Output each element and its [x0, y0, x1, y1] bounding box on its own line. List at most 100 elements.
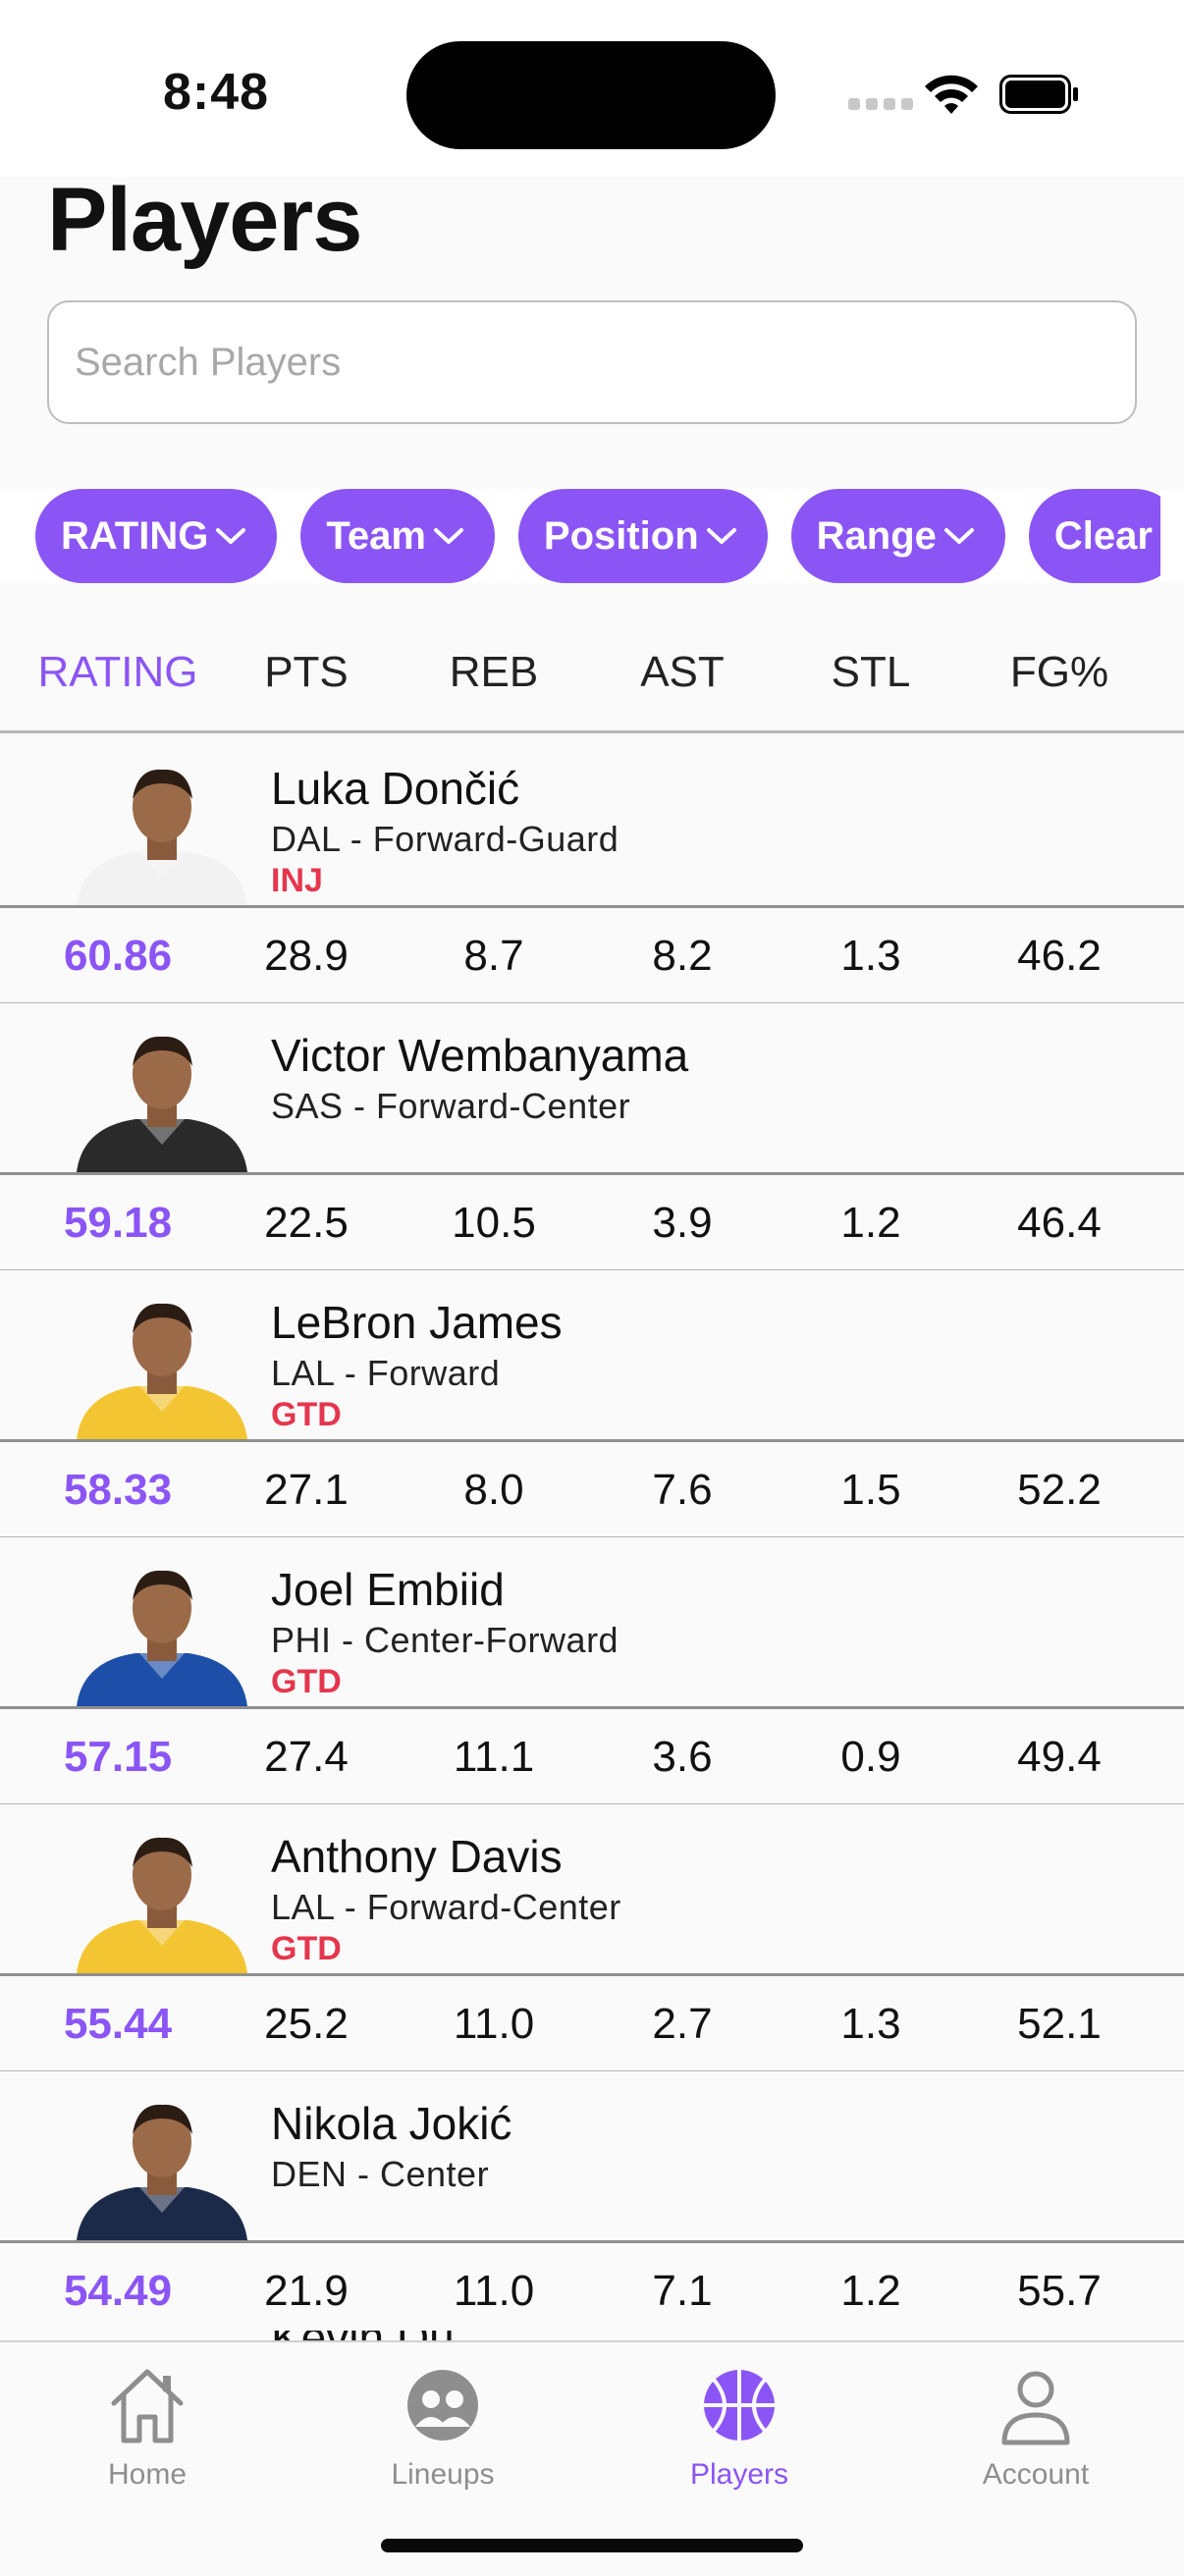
player-row[interactable]: Nikola Jokić DEN - Center: [0, 2071, 1184, 2243]
stat-rating: 60.86: [63, 932, 173, 980]
tab-label: Players: [689, 2458, 789, 2491]
tab-label: Account: [982, 2458, 1090, 2491]
injury-status-badge: GTD: [271, 1396, 342, 1433]
filter-chip-label: Position: [543, 513, 699, 558]
stat-stl: 1.3: [840, 932, 901, 980]
player-row[interactable]: Anthony Davis LAL - Forward-Center GTD: [0, 1804, 1184, 1976]
player-row[interactable]: Luka Dončić DAL - Forward-Guard INJ: [0, 736, 1184, 908]
player-stats-row[interactable]: 59.18 22.5 10.5 3.9 1.2 46.4: [0, 1175, 1184, 1272]
stat-pts: 21.9: [264, 2267, 349, 2315]
player-row[interactable]: Joel Embiid PHI - Center-Forward GTD: [0, 1537, 1184, 1709]
column-header-reb[interactable]: REB: [449, 648, 539, 696]
player-row[interactable]: Victor Wembanyama SAS - Forward-Center: [0, 1003, 1184, 1175]
injury-status-badge: GTD: [271, 1663, 342, 1700]
tab-account[interactable]: Account: [938, 2362, 1134, 2492]
column-header-rating[interactable]: RATING: [37, 648, 198, 696]
tab-bar: Home Lineups Players Account: [0, 2340, 1184, 2576]
tab-players[interactable]: Players: [641, 2362, 837, 2492]
stat-pts: 22.5: [264, 1199, 349, 1247]
stat-fgpct: 46.4: [1017, 1199, 1102, 1247]
status-bar: 8:48: [0, 0, 1184, 177]
stat-reb: 11.1: [453, 1733, 535, 1781]
stat-reb: 11.0: [453, 2267, 535, 2315]
home-indicator: [381, 2539, 803, 2552]
player-team-position: DEN - Center: [271, 2154, 490, 2194]
search-field[interactable]: [47, 300, 1137, 424]
player-headshot: [69, 1826, 255, 1973]
filter-chip-team[interactable]: Team: [300, 489, 495, 583]
player-stats-row[interactable]: 60.86 28.9 8.7 8.2 1.3 46.2: [0, 908, 1184, 1005]
filter-scroll[interactable]: RATING Team Position Range Clear: [35, 489, 1160, 583]
player-team-position: SAS - Forward-Center: [271, 1086, 631, 1126]
column-header-fgpct[interactable]: FG%: [1009, 648, 1109, 696]
filter-chip-label: Team: [326, 513, 426, 558]
stat-fgpct: 49.4: [1017, 1733, 1102, 1781]
chevron-down-icon: [216, 528, 246, 544]
search-input[interactable]: [49, 302, 1135, 422]
player-stats-row[interactable]: 58.33 27.1 8.0 7.6 1.5 52.2: [0, 1442, 1184, 1539]
stat-reb: 8.0: [463, 1466, 524, 1514]
player-team-position: LAL - Forward-Center: [271, 1887, 621, 1927]
stat-ast: 3.6: [652, 1733, 713, 1781]
basketball-icon: [641, 2362, 837, 2448]
filter-chip-range[interactable]: Range: [790, 489, 1005, 583]
chevron-down-icon: [433, 528, 463, 544]
stat-reb: 8.7: [463, 932, 524, 980]
column-header-pts[interactable]: PTS: [264, 648, 349, 696]
player-name: Joel Embiid: [271, 1564, 505, 1615]
wifi-icon: [925, 75, 978, 114]
stat-rating: 54.49: [63, 2267, 173, 2315]
injury-status-badge: GTD: [271, 1930, 342, 1967]
column-header-ast[interactable]: AST: [640, 648, 725, 696]
filter-chip-position[interactable]: Position: [517, 489, 768, 583]
dynamic-island: [406, 41, 776, 149]
stat-ast: 8.2: [652, 932, 713, 980]
filter-chip-rating[interactable]: RATING: [35, 489, 278, 583]
filter-chip-clear[interactable]: Clear: [1028, 489, 1160, 583]
player-headshot: [69, 1025, 255, 1172]
player-team-position: LAL - Forward: [271, 1353, 501, 1393]
filter-bar: RATING Team Position Range Clear: [0, 489, 1184, 583]
stat-stl: 0.9: [840, 1733, 901, 1781]
battery-icon: [999, 75, 1078, 114]
tab-lineups[interactable]: Lineups: [345, 2362, 541, 2492]
stat-ast: 2.7: [652, 2000, 713, 2048]
tab-home[interactable]: Home: [49, 2362, 245, 2492]
lineups-icon: [345, 2362, 541, 2448]
stat-ast: 7.6: [652, 1466, 713, 1514]
stat-stl: 1.2: [840, 2267, 901, 2315]
player-headshot: [69, 2093, 255, 2240]
stat-rating: 57.15: [63, 1733, 173, 1781]
stat-pts: 25.2: [264, 2000, 349, 2048]
player-name: Victor Wembanyama: [271, 1030, 689, 1081]
filter-chip-label: Range: [816, 513, 937, 558]
account-icon: [938, 2362, 1134, 2448]
filter-chip-label: Clear: [1053, 513, 1153, 558]
player-headshot-icon: [77, 1570, 247, 1706]
stat-pts: 27.4: [264, 1733, 349, 1781]
stat-pts: 28.9: [264, 932, 349, 980]
player-stats-row[interactable]: 55.44 25.2 11.0 2.7 1.3 52.1: [0, 1976, 1184, 2073]
tab-label: Lineups: [391, 2458, 495, 2491]
player-headshot-icon: [77, 1303, 247, 1439]
stat-fgpct: 46.2: [1017, 932, 1102, 980]
player-name: Nikola Jokić: [271, 2098, 512, 2149]
stat-stl: 1.5: [840, 1466, 901, 1514]
stat-fgpct: 55.7: [1017, 2267, 1102, 2315]
player-stats-row[interactable]: 57.15 27.4 11.1 3.6 0.9 49.4: [0, 1709, 1184, 1806]
stat-rating: 58.33: [63, 1466, 173, 1514]
chevron-down-icon: [706, 528, 736, 544]
player-stats-row[interactable]: 54.49 21.9 11.0 7.1 1.2 55.7: [0, 2243, 1184, 2340]
player-headshot: [69, 1559, 255, 1706]
player-headshot-icon: [77, 1837, 247, 1973]
stat-rating: 59.18: [63, 1199, 173, 1247]
stat-fgpct: 52.2: [1017, 1466, 1102, 1514]
player-team-position: PHI - Center-Forward: [271, 1620, 619, 1660]
column-header-stl[interactable]: STL: [831, 648, 911, 696]
tab-label: Home: [107, 2458, 188, 2491]
player-row[interactable]: LeBron James LAL - Forward GTD: [0, 1270, 1184, 1442]
player-name: Luka Dončić: [271, 763, 520, 814]
filter-chip-label: RATING: [61, 513, 209, 558]
stat-reb: 10.5: [452, 1199, 536, 1247]
home-icon: [49, 2362, 245, 2448]
